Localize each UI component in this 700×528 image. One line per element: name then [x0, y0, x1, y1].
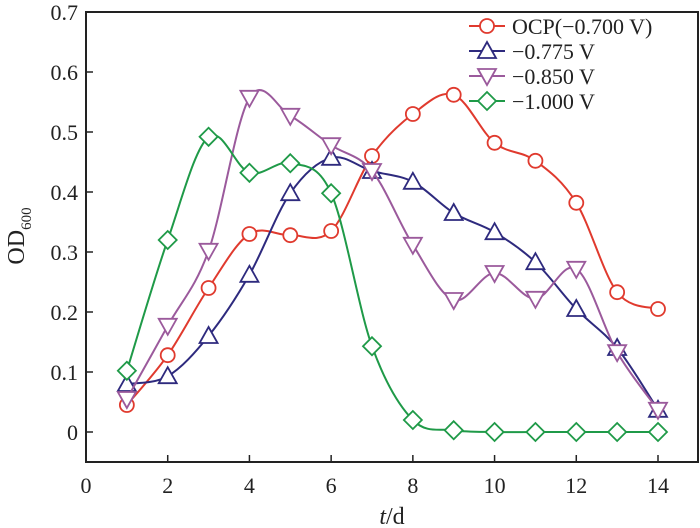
legend-label: −0.775 V [512, 39, 595, 64]
y-tick-label: 0.6 [51, 60, 79, 85]
y-tick-label: 0.3 [51, 240, 79, 265]
y-axis-title: OD600 [4, 207, 35, 264]
data-point [609, 284, 626, 301]
data-point [443, 202, 465, 221]
x-tick-label: 12 [565, 473, 587, 498]
plot-frame [85, 11, 699, 463]
series-1 [118, 86, 666, 413]
legend-label: −0.850 V [512, 64, 595, 89]
data-point [361, 163, 383, 182]
data-point [116, 391, 138, 410]
x-axis-title-italic: t [379, 504, 387, 528]
legend-marker [476, 68, 498, 87]
data-point [157, 365, 179, 385]
data-point [484, 265, 506, 284]
data-point [527, 152, 544, 169]
series-4 [116, 126, 669, 443]
data-point [239, 162, 260, 184]
data-point [484, 221, 506, 241]
data-point [486, 134, 503, 151]
data-point [524, 290, 546, 310]
x-tick-label: 10 [484, 473, 506, 498]
series-3 [116, 89, 669, 421]
data-point [200, 280, 217, 296]
y-tick-label: 0.1 [51, 360, 79, 385]
legend-marker [479, 18, 495, 34]
series-2 [116, 146, 669, 418]
data-point [320, 137, 342, 157]
data-point [647, 401, 669, 421]
data-point [565, 298, 587, 317]
data-point [116, 360, 138, 382]
y-axis-title-subscript: 600 [19, 207, 35, 230]
data-point [565, 260, 587, 280]
data-point [445, 86, 462, 103]
x-axis-title-unit: /d [386, 504, 405, 528]
data-point [524, 251, 546, 271]
data-point [238, 263, 260, 283]
data-point [157, 317, 179, 337]
legend-label: OCP(−0.700 V) [512, 14, 652, 39]
data-point [157, 229, 178, 251]
data-point [279, 107, 301, 127]
data-point [198, 242, 220, 262]
x-tick-label: 4 [244, 473, 255, 498]
legend-marker [476, 40, 498, 59]
data-point [568, 194, 585, 211]
x-tick-label: 14 [647, 473, 669, 498]
data-point [159, 347, 176, 364]
axis-ticks: 0 2 4 6 8 10 12 14 0 0.1 0.2 0.3 0.4 0.5 0.6 0.7 [51, 0, 670, 498]
x-tick-label: 2 [162, 473, 173, 498]
legend-item: −0.850 V [469, 64, 595, 89]
data-point [606, 421, 628, 443]
data-point [238, 89, 260, 109]
data-point [404, 106, 421, 122]
data-point [241, 226, 258, 242]
data-point [282, 227, 299, 244]
legend-label: −1.000 V [512, 89, 595, 114]
data-point [116, 373, 138, 392]
data-point [647, 421, 669, 443]
y-tick-label: 0.7 [51, 0, 79, 25]
x-axis-title: t/d [379, 504, 404, 528]
y-tick-label: 0.5 [51, 120, 79, 145]
data-point [443, 419, 464, 441]
data-point [484, 421, 505, 443]
data-point [323, 223, 340, 239]
data-point [443, 292, 465, 311]
y-axis-title-main: OD [4, 230, 30, 265]
data-point [650, 301, 666, 317]
data-point [402, 170, 424, 190]
data-point [280, 152, 301, 174]
data-point [279, 182, 301, 202]
data-point [402, 236, 424, 256]
y-tick-label: 0.2 [51, 300, 79, 325]
data-point [198, 126, 219, 148]
data-point [525, 421, 546, 443]
data-point [361, 335, 383, 357]
data-point [320, 146, 342, 166]
x-tick-label: 0 [81, 473, 92, 498]
series-layer [116, 86, 669, 443]
y-tick-label: 0 [67, 420, 78, 445]
legend-item: −0.775 V [469, 39, 595, 64]
legend-marker [476, 90, 498, 112]
data-point [198, 325, 220, 344]
y-tick-label: 0.4 [51, 180, 79, 205]
x-tick-label: 6 [326, 473, 337, 498]
data-point [566, 421, 587, 443]
x-tick-label: 8 [407, 473, 418, 498]
legend-item: OCP(−0.700 V) [469, 14, 652, 39]
legend-item: −1.000 V [469, 89, 595, 114]
data-point [402, 409, 424, 431]
data-point [320, 182, 342, 204]
data-point [606, 344, 628, 364]
legend: OCP(−0.700 V)−0.775 V−0.850 V−1.000 V [469, 14, 652, 114]
